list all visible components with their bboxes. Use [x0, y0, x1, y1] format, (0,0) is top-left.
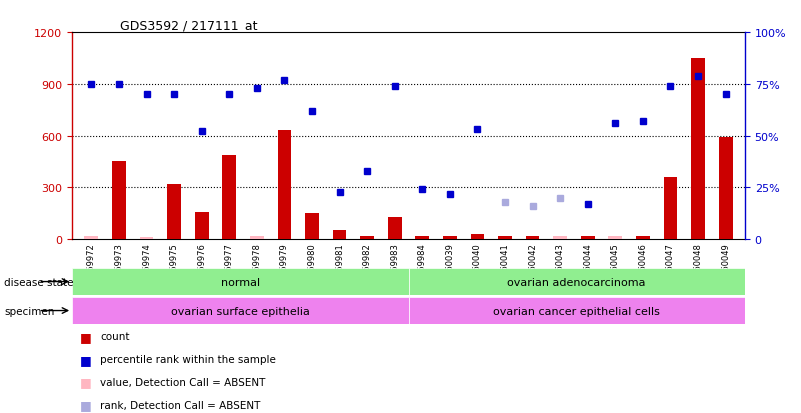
- Bar: [409, 297, 745, 324]
- Bar: [250, 236, 264, 240]
- Text: rank, Detection Call = ABSENT: rank, Detection Call = ABSENT: [100, 400, 260, 410]
- Bar: [112, 162, 126, 240]
- Bar: [167, 185, 181, 240]
- Bar: [498, 236, 512, 240]
- Text: ovarian adenocarcinoma: ovarian adenocarcinoma: [508, 277, 646, 287]
- Bar: [72, 297, 409, 324]
- Bar: [84, 236, 99, 240]
- Bar: [195, 212, 208, 240]
- Bar: [553, 236, 567, 240]
- Text: ovarian surface epithelia: ovarian surface epithelia: [171, 306, 310, 316]
- Bar: [416, 236, 429, 240]
- Bar: [470, 235, 485, 240]
- Text: specimen: specimen: [4, 306, 54, 316]
- Bar: [609, 236, 622, 240]
- Bar: [277, 131, 292, 240]
- Bar: [636, 236, 650, 240]
- Text: GDS3592 / 217111_at: GDS3592 / 217111_at: [120, 19, 258, 31]
- Text: ■: ■: [80, 375, 92, 389]
- Text: ■: ■: [80, 330, 92, 343]
- Text: count: count: [100, 332, 130, 342]
- Text: ovarian cancer epithelial cells: ovarian cancer epithelial cells: [493, 306, 660, 316]
- Bar: [718, 138, 733, 240]
- Text: ■: ■: [80, 398, 92, 411]
- Text: normal: normal: [221, 277, 260, 287]
- Bar: [525, 236, 540, 240]
- Bar: [443, 236, 457, 240]
- Bar: [223, 155, 236, 240]
- Bar: [691, 59, 705, 240]
- Bar: [663, 178, 678, 240]
- Bar: [409, 268, 745, 295]
- Text: ■: ■: [80, 353, 92, 366]
- Bar: [581, 236, 594, 240]
- Text: percentile rank within the sample: percentile rank within the sample: [100, 354, 276, 364]
- Bar: [72, 268, 409, 295]
- Bar: [139, 238, 154, 240]
- Bar: [332, 231, 347, 240]
- Bar: [305, 214, 319, 240]
- Text: value, Detection Call = ABSENT: value, Detection Call = ABSENT: [100, 377, 265, 387]
- Text: disease state: disease state: [4, 277, 74, 287]
- Bar: [360, 236, 374, 240]
- Bar: [388, 217, 401, 240]
